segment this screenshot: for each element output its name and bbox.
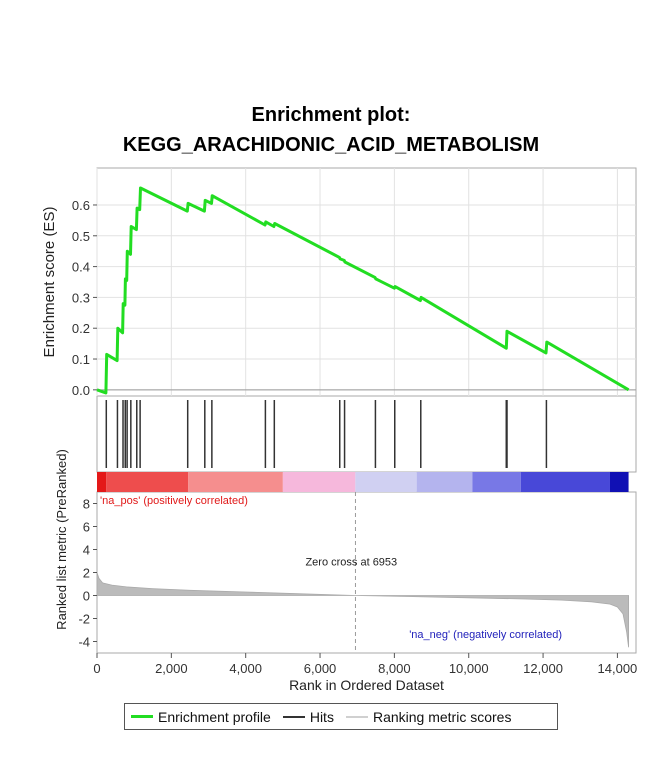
ranked-y-tick-label-2: 0: [83, 589, 90, 604]
pos-label: 'na_pos' (positively correlated): [100, 495, 248, 507]
ranked-y-tick-label-4: 4: [83, 543, 90, 558]
legend-item-enrichment-profile: Enrichment profile: [131, 709, 271, 725]
color-bar-segment-7: [520, 472, 610, 492]
es-y-tick-label-2: 0.2: [72, 321, 90, 336]
x-tick-label-4: 8,000: [378, 661, 411, 676]
legend: Enrichment profile Hits Ranking metric s…: [124, 703, 558, 730]
ranked-y-tick-label-0: -4: [78, 635, 90, 650]
x-tick-label-6: 12,000: [523, 661, 563, 676]
es-y-axis-label: Enrichment score (ES): [41, 207, 58, 358]
x-tick-label-0: 0: [93, 661, 100, 676]
ranked-panel-frame: [96, 491, 637, 654]
color-bar-segment-1: [106, 472, 189, 492]
neg-label: 'na_neg' (negatively correlated): [409, 629, 562, 641]
legend-label-hits: Hits: [309, 708, 334, 725]
es-y-tick-label-5: 0.5: [72, 229, 90, 244]
legend-item-ranking-metric: Ranking metric scores: [345, 708, 512, 725]
x-tick-label-3: 6,000: [304, 661, 337, 676]
legend-label-enrichment-profile: Enrichment profile: [158, 708, 271, 725]
hits-panel-frame: [96, 395, 637, 473]
legend-label-ranking-metric: Ranking metric scores: [372, 708, 512, 725]
es-y-tick-label-6: 0.6: [72, 198, 90, 213]
legend-item-hits: Hits: [282, 708, 334, 725]
x-tick-label-5: 10,000: [449, 661, 489, 676]
es-y-tick-label-1: 0.1: [72, 352, 90, 367]
color-bar-segment-8: [609, 472, 629, 492]
ranking-metric-area: [96, 572, 629, 648]
es-y-tick-label-0: 0.0: [72, 383, 90, 398]
zero-cross-label: Zero cross at 6953: [305, 557, 397, 569]
x-tick-label-2: 4,000: [229, 661, 262, 676]
es-y-tick-label-4: 0.4: [72, 260, 90, 275]
ranked-y-tick-label-6: 8: [83, 497, 90, 512]
color-bar-segment-0: [97, 472, 107, 492]
color-bar-segment-4: [355, 472, 417, 492]
chart-subtitle: KEGG_ARACHIDONIC_ACID_METABOLISM: [122, 134, 540, 156]
legend-swatch-enrichment-profile: [131, 715, 153, 718]
x-tick-label-1: 2,000: [155, 661, 188, 676]
enrichment-profile-line: [96, 186, 630, 395]
ranked-y-tick-label-5: 6: [83, 520, 90, 535]
color-bar-segment-5: [416, 472, 473, 492]
es-panel-frame: [96, 167, 637, 397]
x-axis-label: Rank in Ordered Dataset: [289, 677, 444, 693]
legend-swatch-hits: [282, 715, 305, 718]
ranked-y-axis-label: Ranked list metric (PreRanked): [54, 449, 69, 630]
color-bar-segment-2: [188, 472, 283, 492]
color-bar-segment-6: [472, 472, 521, 492]
color-bar-segment-3: [282, 472, 356, 492]
es-y-tick-label-3: 0.3: [72, 290, 90, 305]
x-tick-label-7: 14,000: [598, 661, 638, 676]
ranked-y-tick-label-3: 2: [83, 566, 90, 581]
ranked-y-tick-label-1: -2: [78, 612, 90, 627]
chart-title: Enrichment plot:: [251, 104, 411, 126]
legend-swatch-ranking-metric: [345, 715, 368, 718]
